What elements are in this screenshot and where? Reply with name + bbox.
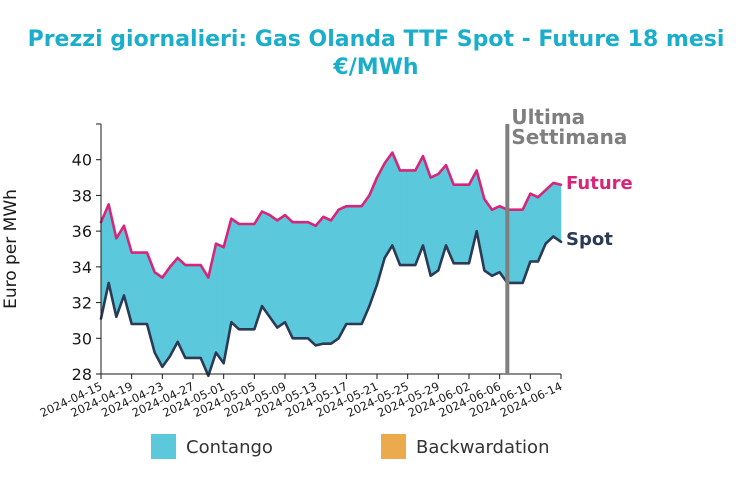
legend-label-backwardation: Backwardation (416, 437, 549, 458)
spread-fill-segment (484, 198, 493, 277)
series-lines-group (99, 151, 563, 378)
y-tick-label: 38 (72, 186, 92, 205)
y-tick-label: 30 (72, 329, 92, 348)
spread-fill-segment (338, 205, 347, 339)
spread-fill-segment (315, 216, 324, 346)
spread-fill-segment (491, 205, 500, 277)
spread-fill-segment (215, 243, 224, 365)
spread-fill-segment (231, 218, 240, 331)
spread-fill-segment (407, 170, 416, 266)
marker-label-line2: Settimana (511, 125, 627, 149)
spread-fill-segment (246, 223, 255, 330)
y-tick-label: 28 (72, 365, 92, 384)
spread-fill-segment (300, 221, 309, 339)
y-tick-label: 32 (72, 294, 92, 313)
spread-fill-segment (384, 151, 393, 259)
chart-title-line2: €/MWh (333, 55, 419, 80)
y-axis-label: Euro per MWh (1, 189, 21, 309)
spread-fill-segment (514, 209, 523, 284)
spread-fill-segment (307, 221, 316, 347)
spread-fill-segment (461, 184, 470, 264)
future-series-label: Future (566, 173, 633, 194)
legend-swatch-contango (151, 434, 176, 459)
legend-swatch-backwardation (381, 434, 406, 459)
spread-fill-segment (292, 221, 301, 339)
spread-fill-segment (553, 182, 562, 243)
spread-fill-segment (162, 265, 171, 368)
spread-fill-segment (330, 208, 339, 345)
y-tick-label: 34 (72, 258, 92, 277)
spread-fill-segment (277, 214, 286, 329)
spread-fill-segment (323, 216, 332, 344)
spread-fill-segment (192, 264, 201, 359)
future-line (99, 151, 563, 279)
spread-fill-segment (139, 252, 148, 325)
spread-fill-segment (545, 182, 554, 245)
spread-fill-segment (346, 205, 355, 325)
legend: Contango Backwardation (151, 434, 549, 459)
y-tick-label: 40 (72, 151, 92, 170)
spread-fill-segment (131, 252, 140, 325)
spread-fill-segment (185, 264, 194, 359)
spread-fill-segment (430, 173, 439, 277)
spread-fill-segment (353, 205, 362, 325)
spread-fill-segment (453, 184, 462, 264)
chart-title-line1: Prezzi giornalieri: Gas Olanda TTF Spot … (27, 27, 725, 52)
spot-series-label: Spot (566, 229, 613, 250)
spread-fill-segment (530, 193, 539, 262)
marker-label-line1: Ultima (511, 105, 585, 129)
spot-line (99, 229, 563, 378)
spread-fill-segment (238, 223, 247, 330)
spread-fill-segment (261, 211, 270, 318)
spread-fill-segment (361, 194, 370, 325)
spread-fill-segment (284, 214, 293, 339)
series-labels-group: Future Spot (566, 173, 633, 250)
spread-fill-segment (399, 170, 408, 266)
legend-label-contango: Contango (186, 437, 273, 458)
spread-fill-segment (269, 214, 278, 329)
y-tick-label: 36 (72, 222, 92, 241)
